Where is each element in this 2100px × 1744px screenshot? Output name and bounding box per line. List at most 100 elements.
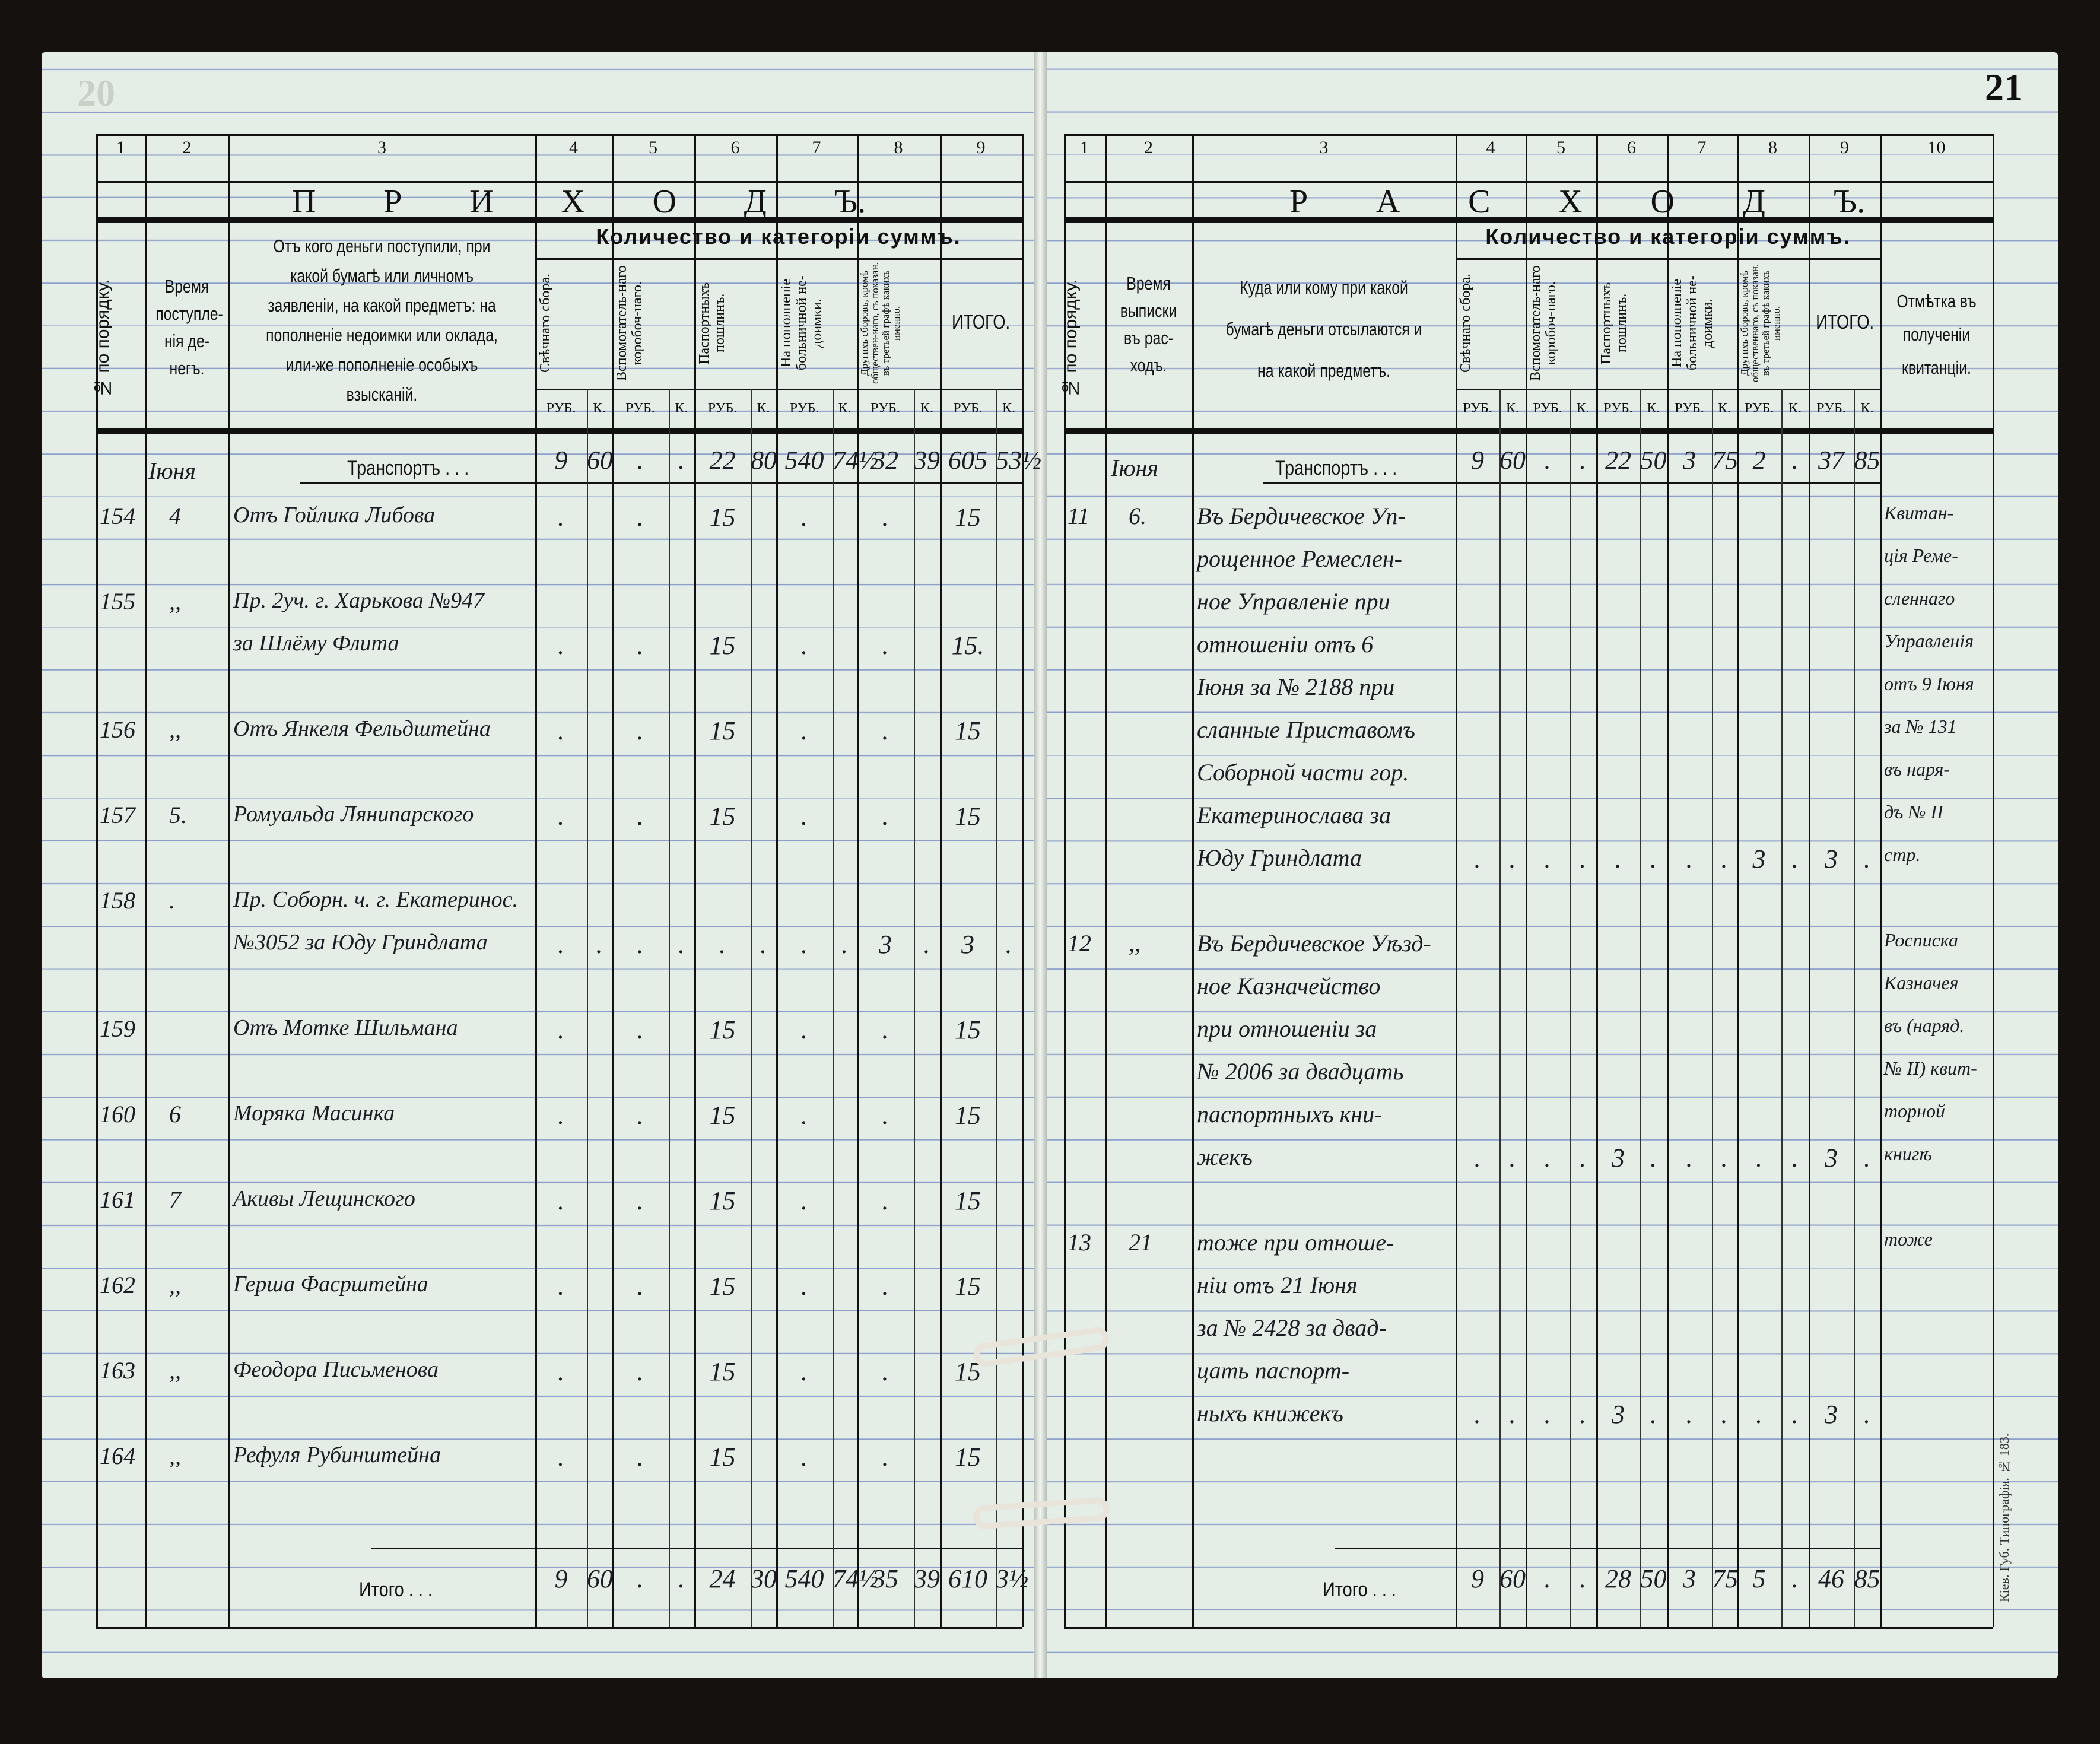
transport-amount: 60 xyxy=(1499,446,1526,475)
column-rule xyxy=(776,134,778,1627)
transport-amount: 50 xyxy=(1640,446,1667,475)
entry-description: Рефуля Рубинштейна xyxy=(233,1443,441,1467)
receipt-note: книгѣ xyxy=(1884,1143,1932,1164)
unit-rub: РУБ. xyxy=(789,401,819,416)
entry-date: 21 xyxy=(1129,1229,1152,1256)
total-amount: 85 xyxy=(1854,1564,1880,1593)
column-number: 4 xyxy=(1486,138,1495,157)
entry-amount: . xyxy=(882,1101,889,1130)
unit-kop: К. xyxy=(1002,401,1015,416)
kopek-rule xyxy=(1640,389,1641,1627)
entry-amount: . xyxy=(801,1186,808,1215)
entry-amount: . xyxy=(719,930,726,959)
unit-rub: РУБ. xyxy=(546,401,576,416)
total-amount: 9 xyxy=(1471,1564,1484,1593)
header-number: № по порядку. xyxy=(1061,279,1081,398)
header-description: Куда или кому при какой бумагѣ деньги от… xyxy=(1225,277,1422,381)
kopek-rule xyxy=(1854,389,1855,1627)
receipt-note: дъ № II xyxy=(1884,801,1943,822)
section-title: П Р И Х О Д Ъ. xyxy=(292,183,866,221)
column-rule xyxy=(1456,134,1457,1627)
entry-amount: . xyxy=(558,930,564,959)
entry-amount: . xyxy=(882,1186,889,1215)
transport-amount: 39 xyxy=(914,446,940,475)
entry-amount: . xyxy=(1686,844,1693,873)
column-rule xyxy=(535,134,537,1627)
header-category: Другихъ сборовъ, кромѣ общественнаго, съ… xyxy=(1739,263,1782,383)
column-rule xyxy=(940,134,942,1627)
column-number: 6 xyxy=(1627,138,1636,157)
column-number: 2 xyxy=(182,138,192,157)
entry-amount: . xyxy=(801,1357,808,1386)
entry-description: Герша Фасрштейна xyxy=(233,1272,428,1297)
total-overline xyxy=(1335,1548,1880,1549)
title-divider xyxy=(1064,217,1993,223)
column-number: 9 xyxy=(976,138,986,157)
entry-amount: . xyxy=(923,930,930,959)
column-number-divider xyxy=(96,181,1022,183)
entry-date: 5. xyxy=(169,802,187,828)
table-top-border xyxy=(96,134,1022,136)
entry-description: паспортныхъ кни- xyxy=(1197,1101,1383,1127)
title-letter: Д xyxy=(1742,183,1765,220)
entry-amount: 15 xyxy=(955,1101,981,1130)
entry-amount: 15 xyxy=(709,631,736,660)
entry-number: 161 xyxy=(100,1186,135,1213)
unit-kop: К. xyxy=(1860,401,1874,416)
receipt-note: Росписка xyxy=(1884,929,1958,951)
entry-amount: . xyxy=(558,503,564,532)
entry-amount: 15 xyxy=(955,1272,981,1301)
column-rule xyxy=(1526,134,1527,1627)
unit-rub: РУБ. xyxy=(1675,401,1704,416)
entry-amount: 15 xyxy=(709,1272,736,1301)
total-amount: 46 xyxy=(1818,1564,1844,1593)
title-letter: О xyxy=(652,183,676,220)
entry-description: Пр. Соборн. ч. г. Екатеринос. xyxy=(233,887,519,912)
entry-amount: 3 xyxy=(1612,1400,1625,1429)
kopek-rule xyxy=(833,389,834,1627)
entry-number: 160 xyxy=(100,1101,135,1127)
title-letter: С xyxy=(1468,183,1491,220)
transport-amount: 9 xyxy=(554,446,568,475)
entry-description: Отъ Гойлика Либова xyxy=(233,503,436,528)
entry-number: 13 xyxy=(1068,1229,1091,1256)
entry-amount: . xyxy=(558,802,564,831)
column-rule xyxy=(1993,134,1994,1627)
unit-kop: К. xyxy=(1647,401,1660,416)
total-amount: . xyxy=(1544,1564,1551,1593)
transport-amount: 22 xyxy=(709,446,736,475)
total-label: Итого . . . xyxy=(1323,1578,1396,1601)
entry-amount: . xyxy=(637,1186,644,1215)
total-amount: 60 xyxy=(1499,1564,1526,1593)
entry-amount: . xyxy=(1580,1400,1586,1429)
entry-date: ,, xyxy=(169,1443,181,1469)
header-category: На пополненіе больничной не-доимки. xyxy=(779,275,825,371)
title-letter: Х xyxy=(561,183,585,220)
unit-rub: РУБ. xyxy=(1744,401,1774,416)
column-rule xyxy=(694,134,696,1627)
entry-amount: 15 xyxy=(709,1357,736,1386)
transport-amount: 75 xyxy=(1712,446,1738,475)
title-letter: Ъ. xyxy=(834,183,866,220)
column-number: 3 xyxy=(377,138,386,157)
column-rule xyxy=(1880,134,1882,1627)
header-quantity: Количество и категоріи суммъ. xyxy=(1485,224,1851,249)
total-amount: 3 xyxy=(1683,1564,1696,1593)
table-bottom-border xyxy=(96,1627,1022,1629)
receipt-note: за № 131 xyxy=(1884,716,1957,737)
entry-date: 6. xyxy=(1129,503,1146,529)
entry-amount: 15 xyxy=(955,503,981,532)
total-amount: 28 xyxy=(1605,1564,1631,1593)
entry-amount: 15 xyxy=(709,1015,736,1044)
column-number: 10 xyxy=(1927,138,1946,157)
entry-amount: . xyxy=(637,930,644,959)
entry-amount: 15 xyxy=(709,716,736,745)
total-amount: 35 xyxy=(872,1564,898,1593)
total-amount: 60 xyxy=(587,1564,613,1593)
entry-amount: . xyxy=(1721,1400,1728,1429)
entry-number: 162 xyxy=(100,1272,135,1298)
entry-amount: . xyxy=(882,1272,889,1301)
entry-amount: 15 xyxy=(709,1186,736,1215)
entry-amount: . xyxy=(1509,1143,1516,1173)
column-rule xyxy=(228,134,230,1627)
